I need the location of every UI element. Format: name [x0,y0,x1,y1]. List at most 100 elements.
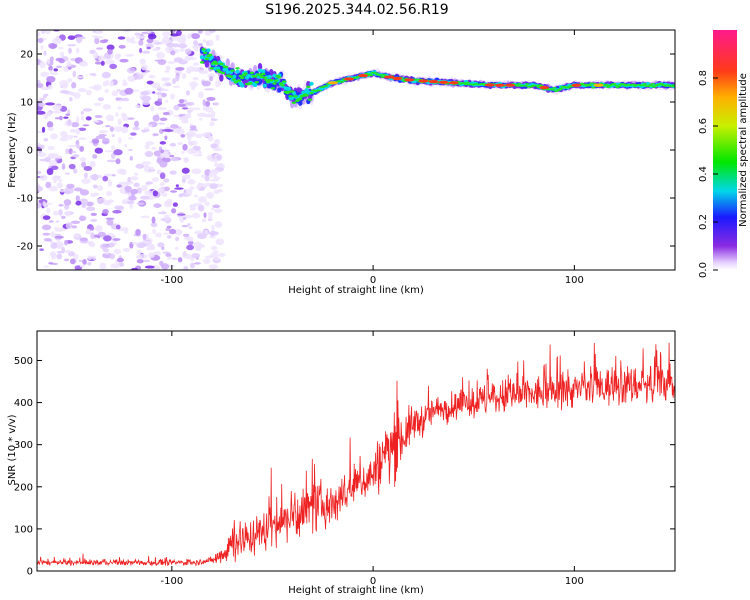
noise-blob [209,183,218,190]
noise-blob [187,223,191,227]
tone-cell [415,78,420,81]
noise-blob [154,59,164,62]
noise-blob [63,258,70,262]
noise-blob [201,132,211,138]
snr-ylabel: SNR (10 * v/v) [7,414,18,485]
tone-cell [401,79,406,81]
noise-blob [192,62,200,66]
tone-cell [223,65,229,69]
noise-blob [42,215,51,220]
tone-cell [583,83,588,86]
noise-blob [177,43,188,49]
noise-blob [112,174,116,177]
noise-blob [50,153,58,157]
noise-blob [140,129,151,132]
noise-blob [186,33,192,39]
tone-cell [339,81,345,83]
noise-blob [158,128,164,135]
noise-blob [90,232,95,240]
noise-blob [144,150,154,158]
noise-blob [46,207,51,214]
tone-cell [517,83,522,85]
tone-cell [612,83,617,85]
noise-blob [181,174,191,180]
noise-blob [188,226,193,229]
tone-cell [262,76,268,79]
tone-cell [298,97,303,101]
noise-blob [78,61,89,67]
noise-blob [182,251,188,259]
noise-blob [187,179,196,185]
noise-blob [203,258,211,264]
noise-blob [157,106,167,111]
noise-blob [59,136,69,142]
noise-blob [63,68,70,72]
noise-blob [175,236,180,242]
spectrogram-xtick-label: -100 [160,275,183,286]
noise-blob [56,65,63,68]
noise-blob [43,265,49,268]
noise-blob [182,143,188,151]
noise-blob [90,226,95,231]
tone-cell [204,60,210,68]
noise-blob [209,179,219,182]
tone-cell [225,58,230,68]
noise-blob [187,148,196,155]
noise-blob [142,259,151,263]
noise-blob [61,215,66,220]
noise-blob [165,227,170,232]
noise-blob [183,217,187,220]
colorbar-tick-label: 0.4 [698,166,709,182]
noise-blob [197,182,202,190]
noise-blob [142,233,147,241]
noise-blob [179,216,185,223]
tone-cell [591,86,596,89]
noise-blob [110,152,116,159]
noise-blob [63,199,72,206]
noise-blob [121,126,129,134]
noise-blob [204,100,211,107]
noise-blob [64,190,71,195]
tone-cell [209,67,214,70]
noise-blob [111,90,119,97]
tone-cell [219,74,224,82]
noise-blob [80,110,85,115]
tone-peak [438,80,449,84]
noise-blob [170,124,179,129]
noise-blob [205,106,214,113]
noise-blob [43,93,49,97]
noise-blob [50,43,57,49]
noise-blob [96,47,104,50]
noise-blob [166,225,172,229]
noise-blob [55,220,60,223]
noise-blob [150,222,158,228]
noise-blob [182,233,190,237]
noise-blob [164,135,168,141]
noise-blob [207,211,214,216]
noise-blob [197,112,208,118]
noise-blob [136,259,144,264]
noise-blob [39,174,48,181]
noise-blob [67,119,72,126]
noise-blob [170,93,175,100]
noise-blob [56,182,63,189]
tone-peak [384,75,395,79]
noise-blob [210,118,218,121]
noise-blob [116,89,121,92]
noise-blob [186,244,195,251]
noise-blob [192,76,199,81]
noise-blob [79,189,90,196]
noise-blob [171,36,178,41]
snr-panel: -100 0 100 0 100 200 300 400 500 Height of strai… [7,330,676,596]
tone-cell [286,86,292,91]
tone-cell [269,79,274,82]
noise-blob [38,102,46,107]
noise-blob [104,59,115,65]
noise-blob [189,123,193,126]
tone-cell [252,75,258,78]
noise-blob [170,50,176,56]
noise-blob [161,192,168,197]
noise-blob [126,200,135,205]
noise-blob [121,198,127,205]
